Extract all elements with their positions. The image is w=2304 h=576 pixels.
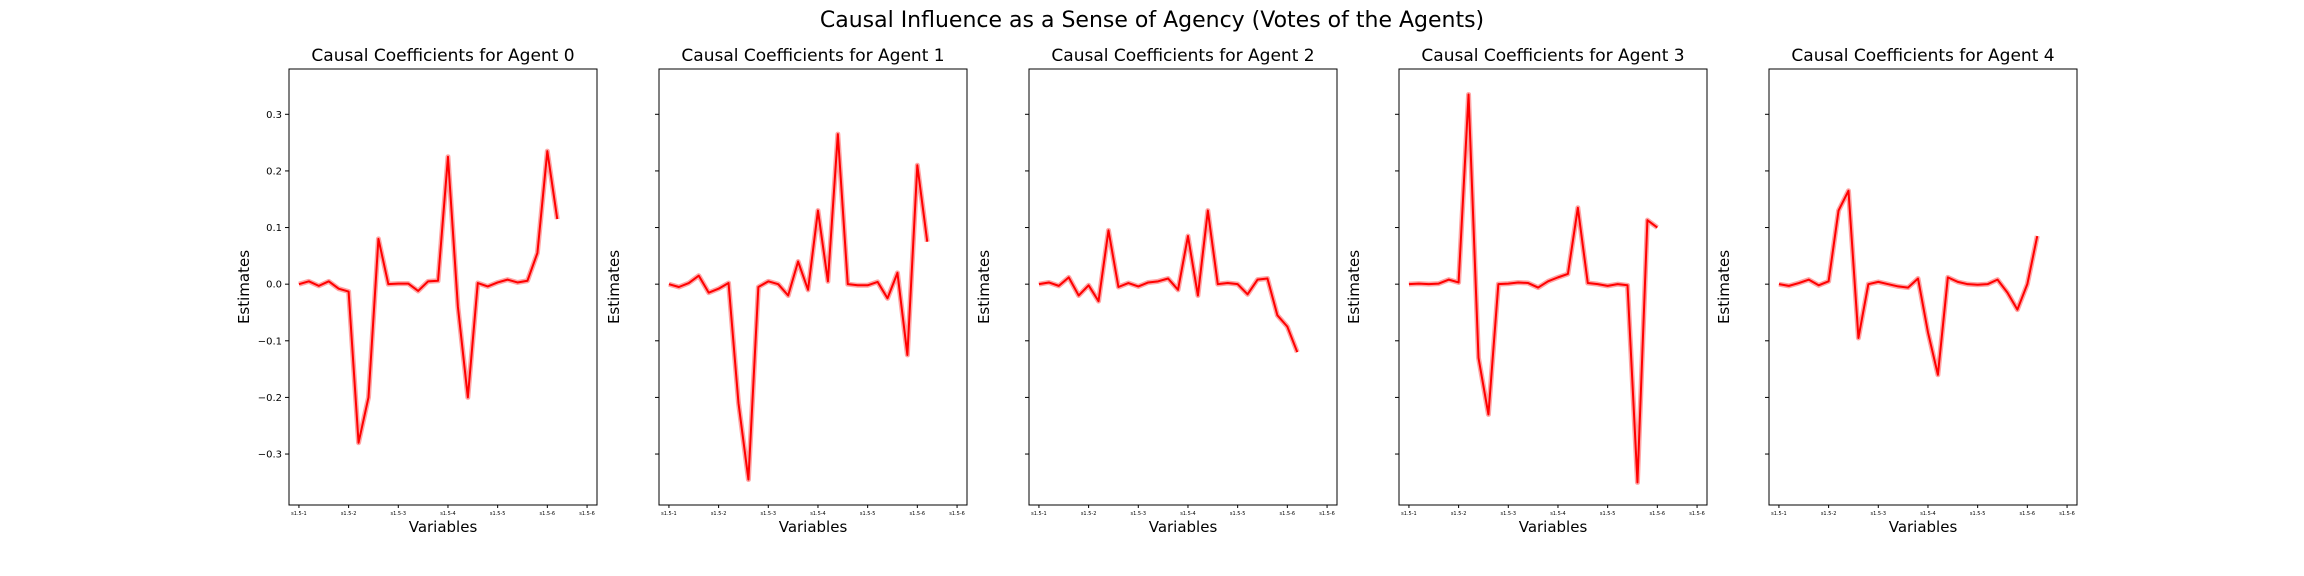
agent-4-xtick-label: s1.5-3 [1871,511,1887,517]
agent-3-xtick-label: s1.5-6 [1650,511,1666,517]
agent-4-xtick-label: s1.5-6 [2059,511,2075,517]
agent-4-xtick-label: s1.5-1 [1771,511,1787,517]
agent-0-y-axis-label: Estimates [235,250,253,324]
agent-2-xtick-label: s1.5-1 [1031,511,1047,517]
agent-3-xtick-label: s1.5-6 [1689,511,1705,517]
agent-0-ytick-label: −0.2 [258,393,282,404]
agent-3-xtick-label: s1.5-4 [1550,511,1566,517]
agent-0-xtick-label: s1.5-6 [579,511,595,517]
agent-0-ytick-label: 0.0 [266,280,282,291]
agent-0-ytick-label: −0.3 [258,450,282,461]
agent-1-axes-frame [658,68,968,506]
agent-2-xtick-label: s1.5-2 [1081,511,1097,517]
agent-3-series-line [1408,93,1658,484]
agent-4-xtick-label: s1.5-4 [1920,511,1936,517]
agent-0-panel-title: Causal Coefficients for Agent 0 [311,46,574,66]
agent-2-x-axis-label: Variables [1149,518,1218,536]
agent-4-panel-title: Causal Coefficients for Agent 4 [1791,46,2054,66]
agent-3-xtick-label: s1.5-3 [1501,511,1517,517]
agent-1-xtick-label: s1.5-3 [761,511,777,517]
agent-4-xtick-label: s1.5-6 [2020,511,2036,517]
agent-0-ytick-label: −0.1 [258,336,282,347]
agent-0-ytick-label: 0.2 [266,166,282,177]
agent-2-xtick-label: s1.5-5 [1230,511,1246,517]
agent-2-series-line [1038,209,1299,353]
agent-4-y-axis-label: Estimates [1715,250,1733,324]
agent-0-xtick-label: s1.5-5 [490,511,506,517]
agent-2-xtick-label: s1.5-6 [1280,511,1296,517]
agent-2-xtick-label: s1.5-3 [1131,511,1147,517]
agent-0-series-band [298,148,560,446]
agent-1-series-line [668,133,929,481]
agent-0-series-line [298,150,559,444]
agent-2-axes-frame [1028,68,1338,506]
agent-1-xtick-label: s1.5-5 [860,511,876,517]
agent-0-ytick-label: 0.3 [266,110,282,121]
agent-4-xtick-label: s1.5-2 [1821,511,1837,517]
agent-2-series-band [1038,208,1300,354]
agent-4-xtick-label: s1.5-5 [1970,511,1986,517]
agent-3-y-axis-label: Estimates [1345,250,1363,324]
agent-0-xtick-label: s1.5-4 [440,511,456,517]
agent-0-ytick-label: 0.1 [266,223,282,234]
agent-0-x-axis-label: Variables [409,518,478,536]
agent-0-xtick-label: s1.5-6 [540,511,556,517]
agent-1-series-band [668,131,930,483]
agent-2-y-axis-label: Estimates [975,250,993,324]
figure-title: Causal Influence as a Sense of Agency (V… [819,8,1485,33]
agent-4-series-line [1778,189,2039,376]
agent-0-xtick-label: s1.5-3 [391,511,407,517]
agent-3-x-axis-label: Variables [1519,518,1588,536]
agent-1-xtick-label: s1.5-2 [711,511,727,517]
agent-4-axes-frame [1768,68,2078,506]
agent-4-series-band [1778,188,2040,378]
agent-1-xtick-label: s1.5-6 [949,511,965,517]
agent-0-xtick-label: s1.5-1 [291,511,307,517]
agent-3-xtick-label: s1.5-1 [1401,511,1417,517]
agent-2-xtick-label: s1.5-6 [1319,511,1335,517]
agent-3-xtick-label: s1.5-5 [1600,511,1616,517]
agent-1-x-axis-label: Variables [779,518,848,536]
agent-3-xtick-label: s1.5-2 [1451,511,1467,517]
agent-2-xtick-label: s1.5-4 [1180,511,1196,517]
agent-1-y-axis-label: Estimates [605,250,623,324]
agent-0-xtick-label: s1.5-2 [341,511,357,517]
agent-4-x-axis-label: Variables [1889,518,1958,536]
agent-3-axes-frame [1398,68,1708,506]
agent-0-axes-frame [288,68,598,506]
agent-3-panel-title: Causal Coefficients for Agent 3 [1421,46,1684,66]
agent-2-panel-title: Causal Coefficients for Agent 2 [1051,46,1314,66]
agent-1-panel-title: Causal Coefficients for Agent 1 [681,46,944,66]
agent-1-xtick-label: s1.5-4 [810,511,826,517]
agent-1-xtick-label: s1.5-1 [661,511,677,517]
agent-3-series-band [1408,91,1659,485]
agent-1-xtick-label: s1.5-6 [910,511,926,517]
